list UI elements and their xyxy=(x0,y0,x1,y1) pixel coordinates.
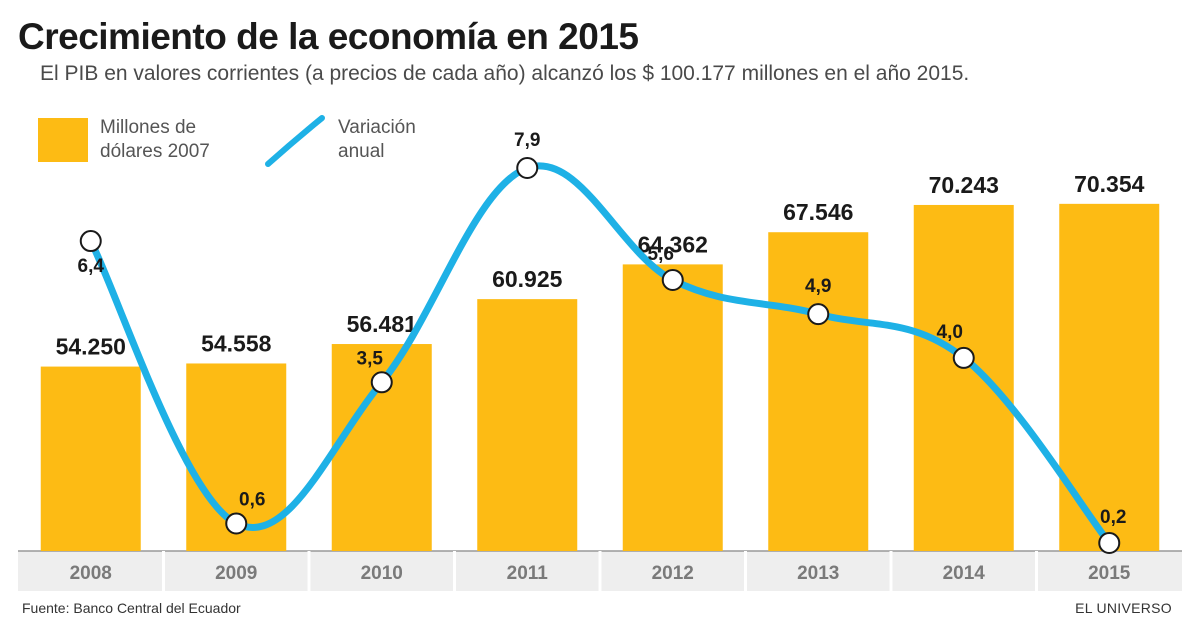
x-tick-label: 2010 xyxy=(361,563,403,584)
legend-line-swatch xyxy=(265,115,325,167)
brand-label: EL UNIVERSO xyxy=(1075,600,1172,616)
bar xyxy=(40,366,141,551)
x-tick-label: 2015 xyxy=(1088,563,1131,584)
line-marker xyxy=(952,346,975,369)
bar-value-label: 70.243 xyxy=(929,172,999,198)
legend-bar-label: Millones de dólares 2007 xyxy=(100,117,210,162)
x-tick-label: 2014 xyxy=(943,563,986,584)
line-value-label: 5,6 xyxy=(648,244,674,265)
line-value-label: 7,9 xyxy=(514,130,540,151)
bar-value-label: 64.362 xyxy=(638,231,708,257)
x-tick-label: 2011 xyxy=(507,563,549,584)
line-marker xyxy=(516,157,539,179)
x-tick-label: 2012 xyxy=(652,563,694,584)
chart-subtitle: El PIB en valores corrientes (a precios … xyxy=(40,62,970,85)
x-tick-label: 2013 xyxy=(797,563,839,584)
x-tick-label: 2008 xyxy=(70,563,112,584)
line-marker xyxy=(79,230,102,253)
bar-value-label: 70.354 xyxy=(1074,171,1145,197)
bar-value-label: 67.546 xyxy=(783,199,853,225)
line-value-label: 0,6 xyxy=(239,490,265,511)
legend-line-label: Variación anual xyxy=(338,117,416,162)
bar-value-label: 60.925 xyxy=(492,266,563,292)
line-value-label: 4,0 xyxy=(937,322,963,343)
line-marker xyxy=(661,269,684,292)
line-marker xyxy=(1098,532,1121,554)
line-marker xyxy=(225,512,248,535)
line-marker xyxy=(807,303,830,326)
bar xyxy=(913,204,1014,552)
bar xyxy=(622,264,723,551)
bar-value-label: 54.558 xyxy=(201,330,272,356)
x-tick-label: 2009 xyxy=(215,563,257,584)
legend-bar-swatch xyxy=(38,118,88,162)
line-value-label: 3,5 xyxy=(357,348,384,369)
chart-title: Crecimiento de la economía en 2015 xyxy=(18,16,639,57)
line-value-label: 0,2 xyxy=(1100,507,1126,528)
line-value-label: 6,4 xyxy=(78,256,105,277)
source-note: Fuente: Banco Central del Ecuador xyxy=(22,600,241,616)
line-marker xyxy=(370,371,393,394)
bar-value-label: 56.481 xyxy=(347,311,418,337)
bar-value-label: 54.250 xyxy=(56,334,126,360)
bar xyxy=(768,232,869,552)
bar xyxy=(477,299,578,551)
line-value-label: 4,9 xyxy=(805,276,831,297)
